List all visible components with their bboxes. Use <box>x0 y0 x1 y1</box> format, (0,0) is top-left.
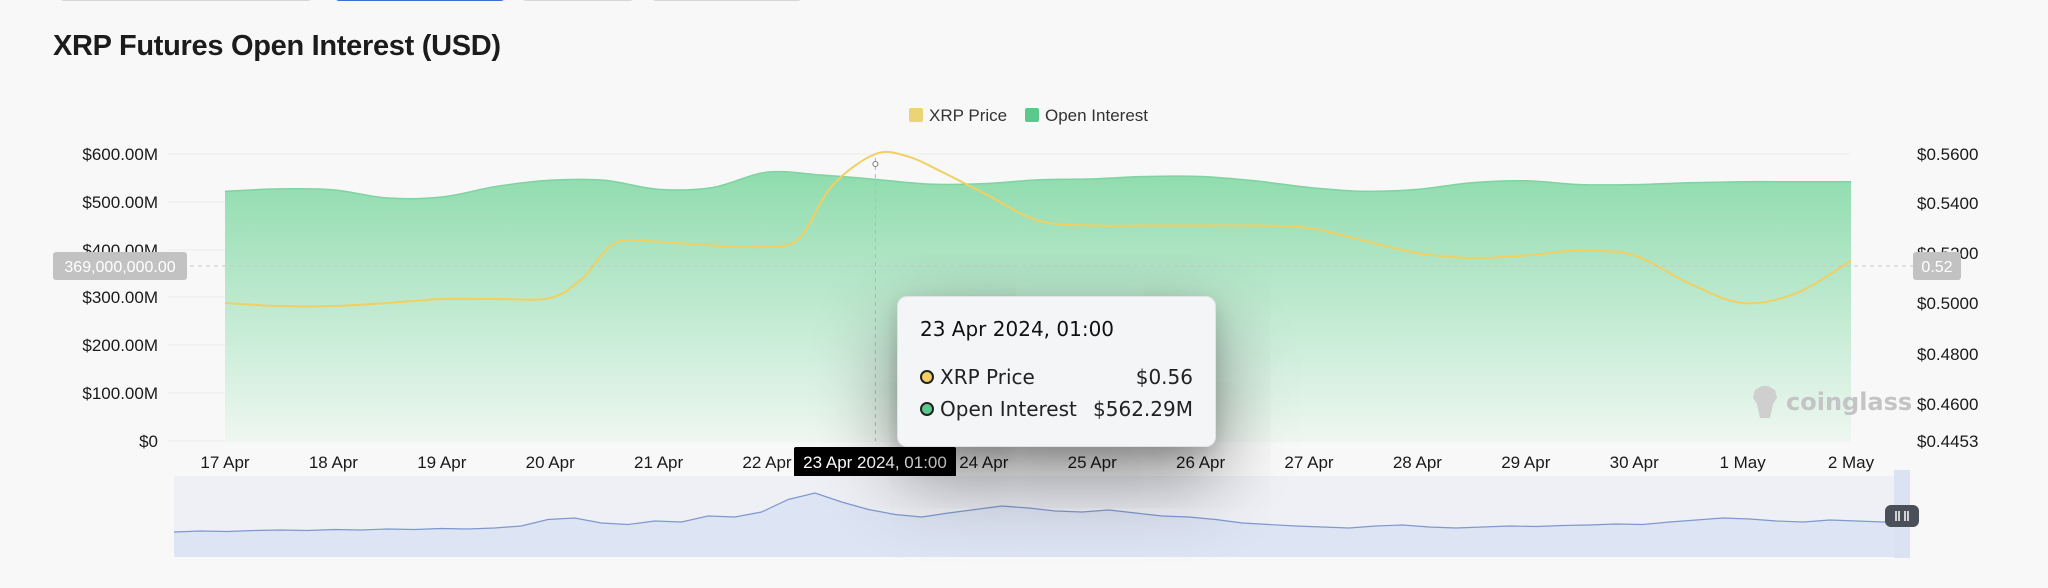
x-tick-label: 2 May <box>1828 453 1875 472</box>
left-tick-label: $200.00M <box>82 336 158 355</box>
x-tick-label: 22 Apr <box>742 453 791 472</box>
left-tick-label: $600.00M <box>82 145 158 164</box>
x-tick-label: 17 Apr <box>200 453 249 472</box>
coinglass-watermark: coinglass <box>1750 384 1912 420</box>
left-axis: $600.00M$500.00M$400.00M$300.00M$200.00M… <box>82 145 158 451</box>
y-left-label-bg <box>53 252 187 280</box>
legend-label-price: XRP Price <box>929 106 1007 125</box>
x-tick-label: 1 May <box>1719 453 1766 472</box>
crosshair-point <box>872 161 879 167</box>
right-tick-label: $0.5600 <box>1917 145 1978 164</box>
tooltip-value: $562.29M <box>1093 397 1193 421</box>
x-tick-label: 28 Apr <box>1393 453 1442 472</box>
x-tick-label: 25 Apr <box>1068 453 1117 472</box>
navigator-line <box>173 492 1911 533</box>
page-title: XRP Futures Open Interest (USD) <box>53 30 501 62</box>
right-tick-label: $0.4453 <box>1917 432 1978 451</box>
x-tick-label: 21 Apr <box>634 453 683 472</box>
tooltip-title: 23 Apr 2024, 01:00 <box>920 317 1115 341</box>
x-tick-label: 29 Apr <box>1501 453 1550 472</box>
price-dot-icon <box>920 370 934 384</box>
tooltip-label: Open Interest <box>940 397 1077 421</box>
y-right-label-bg <box>1913 252 1961 280</box>
x-crosshair-label: 23 Apr 2024, 01:00 <box>803 453 947 472</box>
y-right-label: 0.52 <box>1921 259 1952 276</box>
x-tick-label: 24 Apr <box>959 453 1008 472</box>
legend-swatch-price <box>909 108 923 122</box>
x-tick-label: 27 Apr <box>1284 453 1333 472</box>
right-tick-label: $0.4600 <box>1917 395 1978 414</box>
legend-swatch-oi <box>1025 108 1039 122</box>
navigator-handle-icon[interactable] <box>1885 505 1919 527</box>
tooltip-row-oi: Open Interest $562.29M <box>920 393 1193 425</box>
left-tick-label: $100.00M <box>82 384 158 403</box>
oi-dot-icon <box>920 402 934 416</box>
x-tick-label: 26 Apr <box>1176 453 1225 472</box>
chart-legend[interactable]: XRP Price Open Interest <box>909 106 1148 125</box>
x-axis: 17 Apr 18 Apr 19 Apr 20 Apr 21 Apr 22 Apr 23 A… <box>200 453 1874 472</box>
left-tick-label: $0 <box>139 432 158 451</box>
tooltip-row-price: XRP Price $0.56 <box>920 361 1193 393</box>
open-interest-line <box>224 170 1852 200</box>
xrp-price-line <box>224 150 1852 308</box>
crosshair: 369,000,000.00 0.52 23 Apr 2024, 01:00 <box>53 158 1961 477</box>
x-tick-label: 19 Apr <box>417 453 466 472</box>
coinglass-logo-icon <box>1753 386 1777 418</box>
left-tick-label: $300.00M <box>82 288 158 307</box>
tooltip-label: XRP Price <box>940 365 1035 389</box>
range-navigator[interactable] <box>173 470 1919 558</box>
right-tick-label: $0.5400 <box>1917 194 1978 213</box>
x-tick-label: 20 Apr <box>526 453 575 472</box>
x-tick-label: 30 Apr <box>1610 453 1659 472</box>
chart-tooltip: 23 Apr 2024, 01:00 XRP Price $0.56 Open … <box>897 296 1216 447</box>
x-tick-label: 18 Apr <box>309 453 358 472</box>
y-left-label: 369,000,000.00 <box>64 259 175 276</box>
navigator-area <box>174 493 1910 557</box>
tooltip-value: $0.56 <box>1135 365 1193 389</box>
right-tick-label: $0.5000 <box>1917 294 1978 313</box>
right-tick-label: $0.4800 <box>1917 345 1978 364</box>
watermark-text: coinglass <box>1786 388 1913 416</box>
x-label-bg <box>794 447 956 477</box>
legend-label-oi: Open Interest <box>1045 106 1148 125</box>
right-axis: $0.5600$0.5400$0.5200$0.5000$0.4800$0.46… <box>1917 145 1978 451</box>
left-tick-label: $500.00M <box>82 193 158 212</box>
